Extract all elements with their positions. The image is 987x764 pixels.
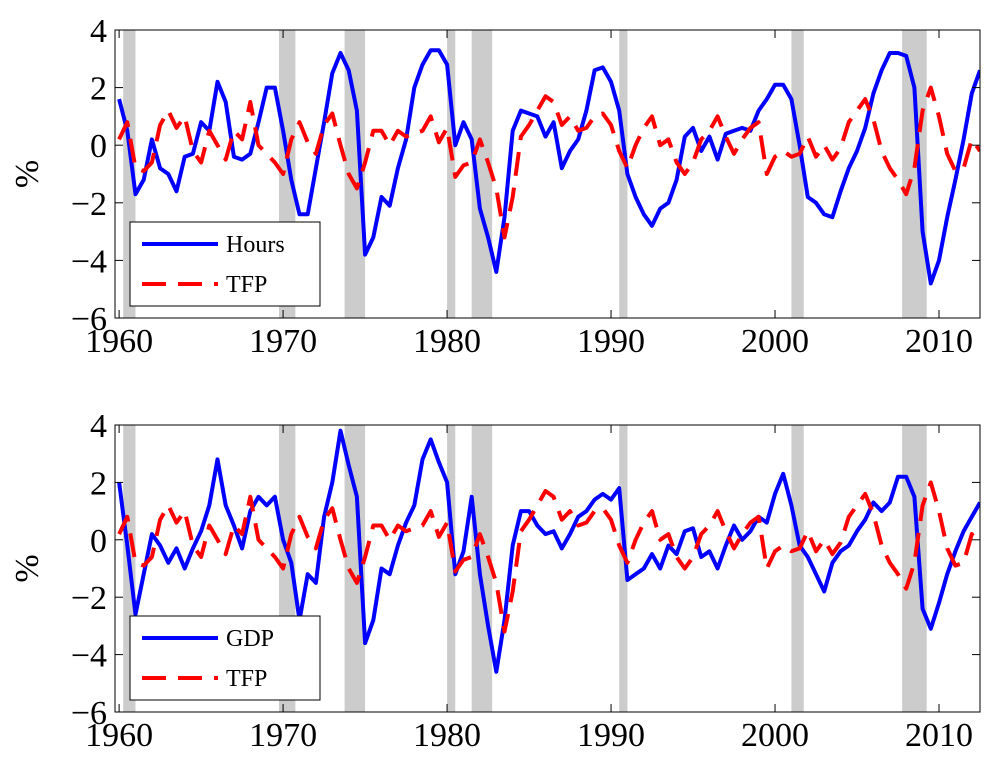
y-axis-label: % xyxy=(9,160,46,188)
plot-lines xyxy=(117,428,980,674)
x-tick-label: 2000 xyxy=(741,323,809,360)
series-line xyxy=(117,48,980,286)
y-tick-label: 0 xyxy=(90,523,107,560)
x-tick-label: 2010 xyxy=(905,717,973,754)
recession-band xyxy=(619,425,628,712)
recession-band xyxy=(471,425,493,712)
y-tick-label: 4 xyxy=(90,408,107,445)
y-tick-label: 0 xyxy=(90,128,107,165)
x-tick-label: 2000 xyxy=(741,717,809,754)
x-tick-label: 1980 xyxy=(413,323,481,360)
x-tick-label: 2010 xyxy=(905,323,973,360)
recession-band xyxy=(447,425,456,712)
x-tick-label: 1990 xyxy=(577,323,645,360)
x-tick-label: 1960 xyxy=(85,323,153,360)
x-tick-label: 1970 xyxy=(249,717,317,754)
recession-band xyxy=(902,30,927,318)
recession-band xyxy=(619,30,628,318)
y-tick-label: −4 xyxy=(71,243,107,280)
legend: Hours TFP xyxy=(129,221,321,307)
series-line xyxy=(117,480,980,634)
recession-band xyxy=(471,30,493,318)
panel: −6 −4 −2 0 2 4 1960 1970 1980 1990 2000 2010% GDP TFP xyxy=(9,408,981,754)
y-tick-label: −6 xyxy=(71,695,107,732)
recession-band xyxy=(344,425,366,712)
series-line xyxy=(117,428,980,674)
legend-label: GDP xyxy=(226,626,274,652)
recession-band xyxy=(902,425,927,712)
legend-label: TFP xyxy=(226,666,267,692)
y-tick-label: 2 xyxy=(90,71,107,108)
plot-frame xyxy=(114,424,981,713)
y-tick-label: −6 xyxy=(71,301,107,338)
recession-band xyxy=(791,425,804,712)
legend-label: Hours xyxy=(226,232,285,258)
recession-band xyxy=(447,30,456,318)
y-tick-label: −2 xyxy=(71,186,107,223)
x-tick-label: 1980 xyxy=(413,717,481,754)
x-tick-label: 1960 xyxy=(85,717,153,754)
plot-frame xyxy=(114,29,981,319)
y-tick-label: −4 xyxy=(71,638,107,675)
y-tick-label: 2 xyxy=(90,465,107,502)
recession-band xyxy=(344,30,366,318)
y-axis-label: % xyxy=(9,554,46,582)
legend-box xyxy=(129,615,321,701)
plot-lines xyxy=(117,48,980,286)
series-line xyxy=(117,85,980,240)
panel: −6 −4 −2 0 2 4 1960 1970 1980 1990 2000 2010% Hours T… xyxy=(9,13,981,360)
legend: GDP TFP xyxy=(129,615,321,701)
x-tick-label: 1970 xyxy=(249,323,317,360)
x-tick-label: 1990 xyxy=(577,717,645,754)
recession-band xyxy=(791,30,804,318)
legend-box xyxy=(129,221,321,307)
legend-label: TFP xyxy=(226,272,267,298)
y-tick-label: 4 xyxy=(90,13,107,50)
y-tick-label: −2 xyxy=(71,580,107,617)
